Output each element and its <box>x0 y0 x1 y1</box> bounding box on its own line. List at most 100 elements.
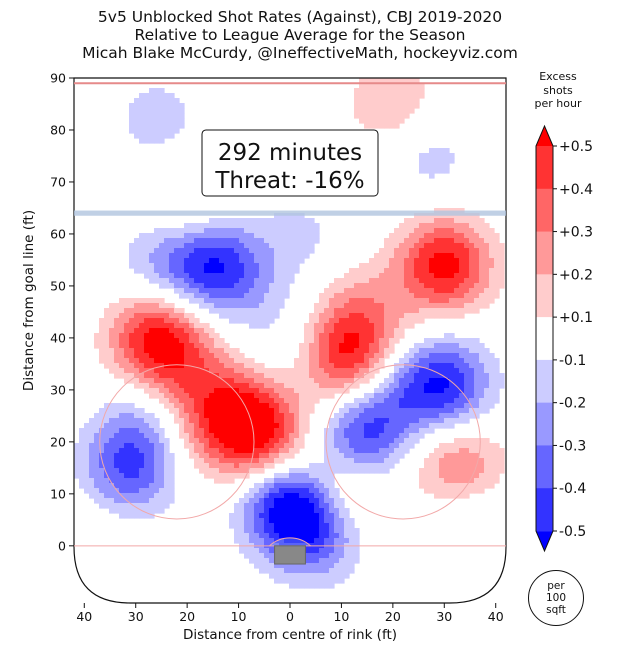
heat-cell <box>319 463 325 469</box>
heat-cell <box>474 263 480 269</box>
heat-cell <box>279 243 285 249</box>
heat-cell <box>214 433 220 439</box>
heat-cell <box>389 293 395 299</box>
heat-cell <box>324 378 330 384</box>
heat-cell <box>364 103 370 109</box>
heat-cell <box>174 128 180 134</box>
heat-cell <box>344 438 350 444</box>
heat-cell <box>384 323 390 329</box>
heat-cell <box>214 383 220 389</box>
heat-cell <box>359 458 365 464</box>
heat-cell <box>204 288 210 294</box>
heat-cell <box>144 468 150 474</box>
heat-cell <box>269 408 275 414</box>
heat-cell <box>489 368 495 374</box>
heat-cell <box>429 258 435 264</box>
heat-cell <box>199 338 205 344</box>
heat-cell <box>309 523 315 529</box>
heat-cell <box>304 423 310 429</box>
heat-cell <box>229 278 235 284</box>
heat-cell <box>429 488 435 494</box>
heat-cell <box>169 118 175 124</box>
heat-cell <box>319 348 325 354</box>
heat-cell <box>254 283 260 289</box>
heat-cell <box>399 358 405 364</box>
heat-cell <box>159 138 165 144</box>
heat-cell <box>409 318 415 324</box>
heat-cell <box>424 298 430 304</box>
heat-cell <box>239 378 245 384</box>
heat-cell <box>254 383 260 389</box>
heat-cell <box>194 463 200 469</box>
heat-cell <box>249 388 255 394</box>
heat-cell <box>239 368 245 374</box>
heat-cell <box>269 413 275 419</box>
heat-cell <box>164 343 170 349</box>
heat-cell <box>289 248 295 254</box>
heat-cell <box>364 323 370 329</box>
heat-cell <box>279 428 285 434</box>
heat-cell <box>459 223 465 229</box>
heat-cell <box>484 388 490 394</box>
heat-cell <box>159 473 165 479</box>
heat-cell <box>154 248 160 254</box>
heat-cell <box>464 278 470 284</box>
heat-cell <box>154 373 160 379</box>
heat-cell <box>359 403 365 409</box>
heat-cell <box>444 223 450 229</box>
heat-cell <box>404 223 410 229</box>
heat-cell <box>74 448 80 454</box>
heat-cell <box>444 483 450 489</box>
heat-cell <box>169 368 175 374</box>
heat-cell <box>269 388 275 394</box>
heat-cell <box>359 83 365 89</box>
heat-cell <box>369 428 375 434</box>
heat-cell <box>334 513 340 519</box>
heat-cell <box>244 553 250 559</box>
heat-cell <box>124 468 130 474</box>
heat-cell <box>309 408 315 414</box>
heat-cell <box>469 268 475 274</box>
heat-cell <box>184 418 190 424</box>
heat-cell <box>449 303 455 309</box>
heat-cell <box>109 478 115 484</box>
heat-cell <box>429 428 435 434</box>
heat-cell <box>354 368 360 374</box>
heat-cell <box>149 103 155 109</box>
heat-cell <box>384 398 390 404</box>
heat-cell <box>124 453 130 459</box>
heat-cell <box>364 448 370 454</box>
heat-cell <box>119 483 125 489</box>
heat-cell <box>404 403 410 409</box>
heat-cell <box>334 578 340 584</box>
heat-cell <box>94 498 100 504</box>
heat-cell <box>254 218 260 224</box>
heat-cell <box>404 283 410 289</box>
heat-cell <box>194 443 200 449</box>
heat-cell <box>489 483 495 489</box>
heat-cell <box>204 393 210 399</box>
heat-cell <box>429 383 435 389</box>
heat-cell <box>389 283 395 289</box>
heat-cell <box>314 368 320 374</box>
heat-cell <box>119 413 125 419</box>
heat-cell <box>244 448 250 454</box>
heat-cell <box>424 478 430 484</box>
heat-cell <box>184 398 190 404</box>
heat-cell <box>139 488 145 494</box>
heat-cell <box>374 393 380 399</box>
heat-cell <box>309 318 315 324</box>
heat-cell <box>189 298 195 304</box>
heat-cell <box>284 228 290 234</box>
heat-cell <box>409 313 415 319</box>
colorbar-tick-label: +0.3 <box>559 225 593 241</box>
heat-cell <box>414 288 420 294</box>
heat-cell <box>429 338 435 344</box>
heat-cell <box>394 233 400 239</box>
heat-cell <box>204 403 210 409</box>
heat-cell <box>424 268 430 274</box>
heat-cell <box>304 223 310 229</box>
heat-cell <box>119 343 125 349</box>
heat-cell <box>494 238 500 244</box>
heat-cell <box>254 223 260 229</box>
